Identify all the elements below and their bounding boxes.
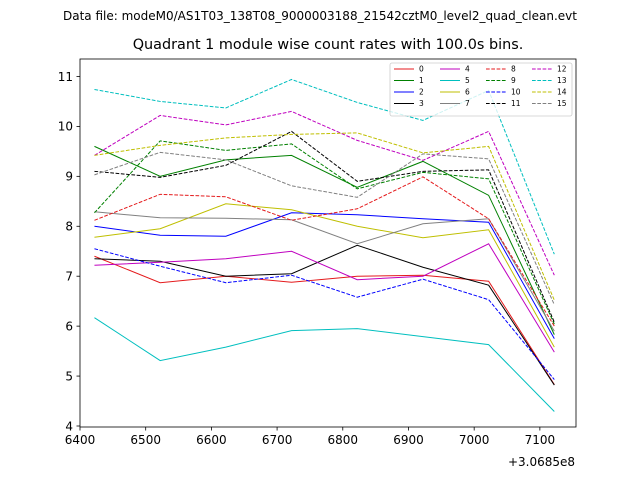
legend-label-9: 9: [511, 76, 516, 85]
x-tick-label: 7100: [525, 433, 556, 447]
legend-label-14: 14: [557, 88, 567, 97]
legend-label-4: 4: [465, 65, 470, 74]
y-tick-label: 9: [65, 170, 73, 184]
series-line-13: [94, 78, 555, 255]
series-line-9: [94, 140, 555, 325]
y-tick-label: 10: [58, 120, 73, 134]
legend-label-13: 13: [557, 76, 567, 85]
legend-label-12: 12: [557, 65, 567, 74]
y-tick-label: 6: [65, 319, 73, 333]
legend-label-0: 0: [419, 65, 424, 74]
series-line-7: [94, 211, 555, 332]
chart-title: Quadrant 1 module wise count rates with …: [133, 37, 524, 53]
y-tick-label: 8: [65, 220, 73, 234]
legend-label-10: 10: [511, 88, 521, 97]
series-line-6: [94, 203, 555, 348]
x-axis-offset-label: +3.0685e8: [508, 455, 575, 469]
legend-label-15: 15: [557, 99, 567, 108]
series-line-11: [94, 130, 555, 323]
x-tick-label: 6800: [328, 433, 359, 447]
plot-area: 6400 6500 6600 6700 6800 6900 7000 710045678910…: [58, 58, 577, 447]
series-line-10: [94, 248, 555, 380]
legend-label-1: 1: [419, 76, 424, 85]
series-line-3: [94, 244, 555, 386]
legend-label-2: 2: [419, 88, 424, 97]
y-tick-label: 5: [65, 369, 73, 383]
legend-label-6: 6: [465, 88, 470, 97]
series-line-1: [94, 145, 555, 335]
x-tick-label: 6400: [65, 433, 96, 447]
series-line-0: [94, 255, 555, 385]
x-tick-label: 6600: [196, 433, 227, 447]
y-tick-label: 4: [65, 419, 73, 433]
legend-label-7: 7: [465, 99, 470, 108]
series-line-15: [94, 151, 555, 305]
y-tick-label: 11: [58, 70, 73, 84]
legend-label-11: 11: [511, 99, 521, 108]
legend-label-8: 8: [511, 65, 516, 74]
x-tick-label: 7000: [459, 433, 490, 447]
legend-label-3: 3: [419, 99, 424, 108]
legend-label-5: 5: [465, 76, 470, 85]
figure-suptitle: Data file: modeM0/AS1T03_138T08_90000031…: [63, 9, 577, 23]
x-tick-label: 6500: [130, 433, 161, 447]
legend-box: [389, 62, 573, 117]
series-line-12: [94, 110, 555, 276]
series-line-2: [94, 212, 555, 339]
x-tick-label: 6700: [262, 433, 293, 447]
x-tick-label: 6900: [393, 433, 424, 447]
series-line-5: [94, 317, 555, 412]
y-tick-label: 7: [65, 270, 73, 284]
axes-frame: [79, 58, 577, 428]
series-line-8: [94, 176, 555, 327]
series-line-14: [94, 132, 555, 301]
series-line-4: [94, 243, 555, 353]
